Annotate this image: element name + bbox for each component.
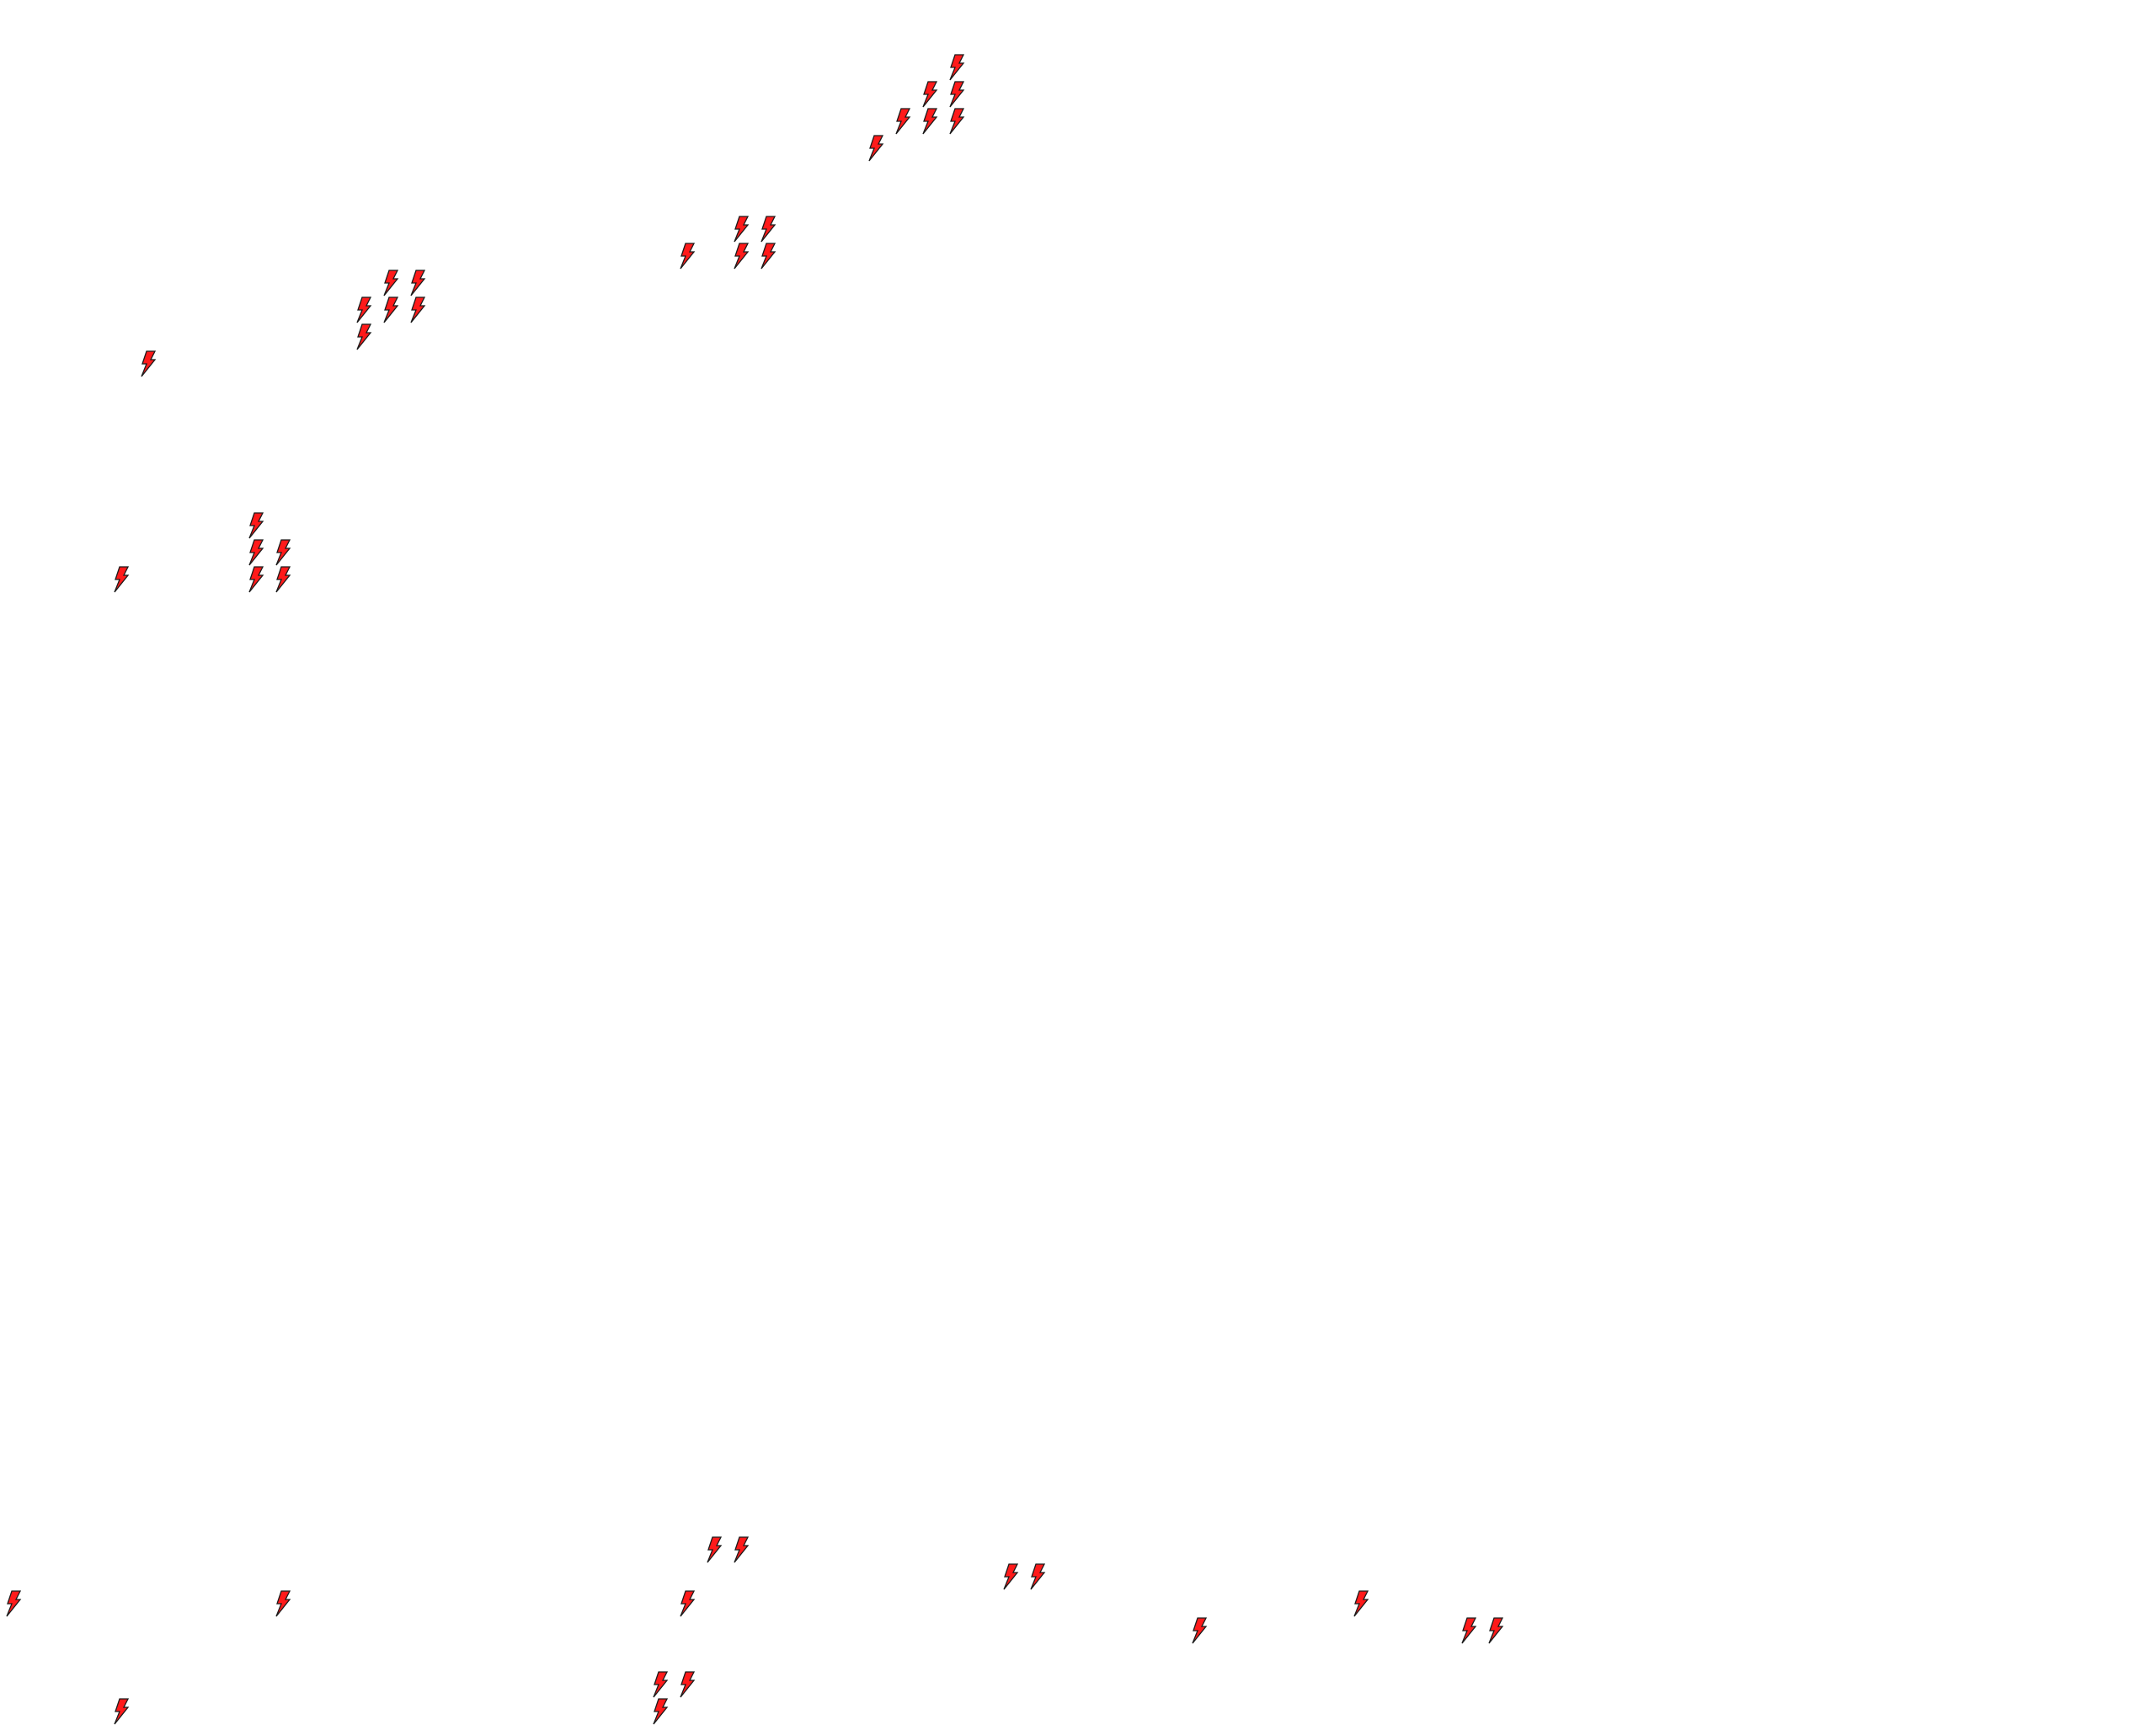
lightning-bolt-icon [652,1698,669,1725]
lightning-bolt-icon [733,216,750,243]
lightning-bolt-icon [867,135,884,162]
lightning-bolt-icon [652,1671,669,1698]
lightning-bolt-icon [140,350,157,377]
lightning-bolt-icon [275,539,291,566]
lightning-bolt-icon [382,270,399,296]
lightning-bolt-icon [1487,1617,1504,1644]
lightning-bolt-icon [5,1590,22,1617]
lightning-bolt-icon [706,1536,723,1563]
lightning-bolt-icon [248,512,264,539]
lightning-bolt-icon [948,54,965,81]
lightning-bolt-icon [894,108,911,135]
lightning-bolt-icon [113,566,130,593]
lightning-bolt-icon [948,81,965,108]
lightning-bolt-icon [355,296,372,323]
lightning-bolt-icon [409,270,426,296]
lightning-bolt-icon [679,243,696,270]
lightning-bolt-icon [948,108,965,135]
lightning-bolt-icon [760,243,776,270]
lightning-bolt-icon [248,566,264,593]
lightning-bolt-icon [921,81,938,108]
lightning-bolt-icon [248,539,264,566]
lightning-bolt-icon [382,296,399,323]
lightning-bolt-icon [1002,1563,1019,1590]
lightning-bolt-icon [921,108,938,135]
lightning-bolt-icon [355,323,372,350]
lightning-bolt-icon [679,1590,696,1617]
lightning-bolt-icon [409,296,426,323]
lightning-bolt-icon [760,216,776,243]
lightning-bolt-icon [275,566,291,593]
lightning-bolt-icon [275,1590,291,1617]
lightning-bolt-icon [733,1536,750,1563]
lightning-bolt-icon [113,1698,130,1725]
lightning-bolt-icon [1353,1590,1369,1617]
lightning-bolt-icon [733,243,750,270]
lightning-bolt-icon [679,1671,696,1698]
lightning-bolt-icon [1029,1563,1046,1590]
lightning-bolt-icon [1460,1617,1477,1644]
lightning-bolt-icon [1191,1617,1208,1644]
